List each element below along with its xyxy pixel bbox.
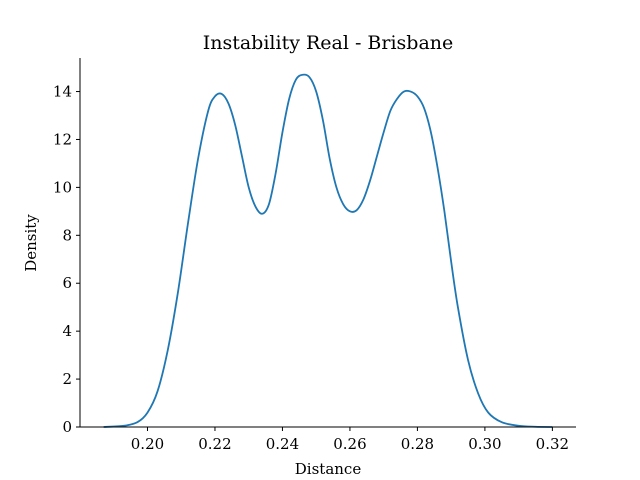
y-tick-label: 14 (53, 83, 72, 101)
y-ticks: 0 2 4 6 8 10 12 14 (53, 83, 80, 436)
y-tick-label: 6 (62, 274, 72, 292)
x-tick-label: 0.26 (333, 435, 366, 453)
x-tick-label: 0.32 (536, 435, 569, 453)
x-tick-label: 0.30 (468, 435, 501, 453)
x-tick-label: 0.22 (198, 435, 231, 453)
plot-area (103, 73, 553, 428)
x-tick-label: 0.20 (131, 435, 164, 453)
y-tick-label: 10 (53, 178, 72, 196)
x-tick-label: 0.24 (266, 435, 299, 453)
x-axis-label: Distance (295, 460, 362, 478)
y-tick-label: 4 (62, 322, 72, 340)
y-tick-label: 8 (62, 226, 72, 244)
kde-series-line (103, 73, 553, 428)
x-tick-label: 0.28 (401, 435, 434, 453)
y-axis-label: Density (22, 214, 40, 272)
y-tick-label: 12 (53, 130, 72, 148)
x-ticks: 0.20 0.22 0.24 0.26 0.28 0.30 0.32 (131, 427, 569, 453)
y-tick-label: 2 (62, 370, 72, 388)
y-tick-label: 0 (62, 418, 72, 436)
chart-title: Instability Real - Brisbane (203, 32, 454, 54)
